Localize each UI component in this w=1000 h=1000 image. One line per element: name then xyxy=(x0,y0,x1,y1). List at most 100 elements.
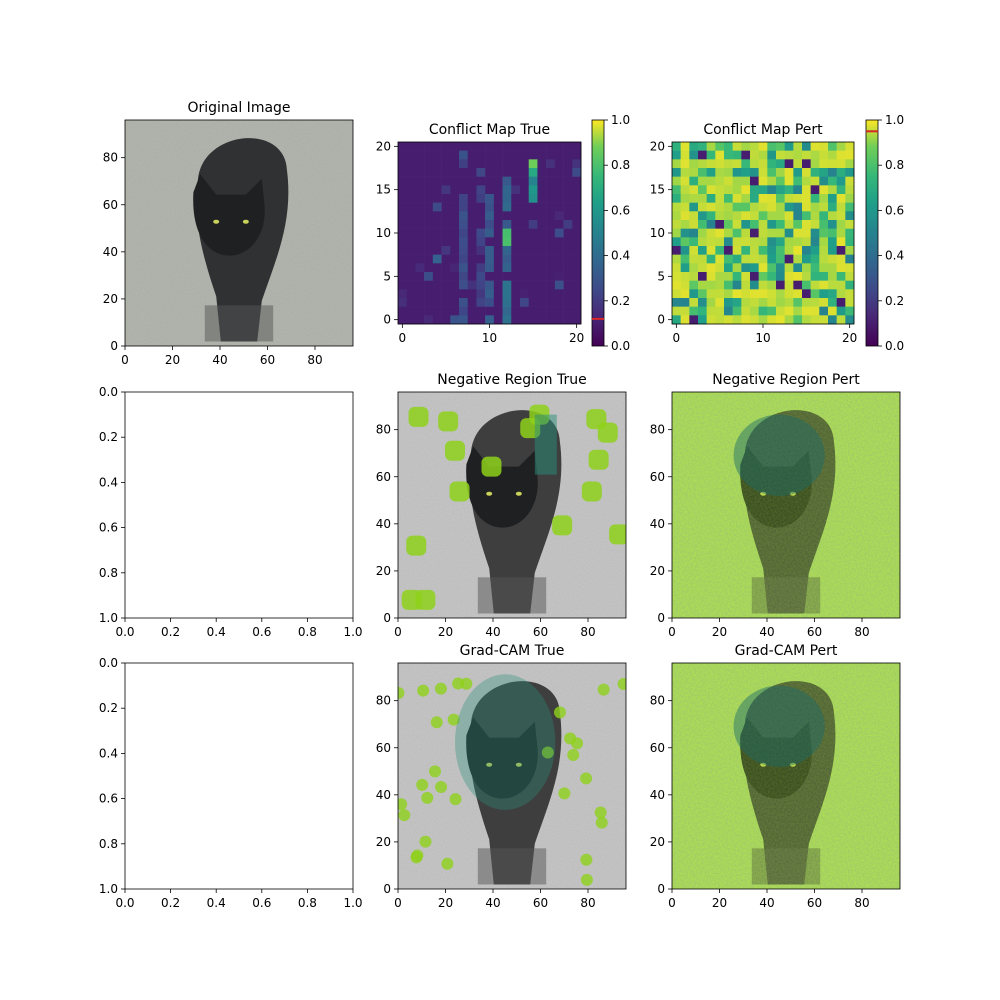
y-tick-label: 15 xyxy=(650,183,665,197)
heatmap-cell xyxy=(724,176,733,186)
heatmap-cell xyxy=(758,194,768,203)
heatmap-cell xyxy=(689,194,699,203)
overlay-blob xyxy=(406,535,427,556)
heatmap-cell xyxy=(476,237,486,247)
heatmap-cell xyxy=(758,254,768,264)
heatmap-cell xyxy=(836,202,846,212)
heatmap-cell xyxy=(758,150,768,160)
heatmap-cell xyxy=(441,220,451,229)
heatmap-cell xyxy=(528,168,538,177)
overlay-blob xyxy=(415,589,436,610)
heatmap-cell xyxy=(715,306,725,316)
heatmap-cell xyxy=(758,298,768,307)
heatmap-cell xyxy=(546,315,556,325)
heatmap-cell xyxy=(819,150,829,160)
heatmap-cell xyxy=(758,306,768,316)
heatmap-cell xyxy=(836,298,846,307)
heatmap-cell xyxy=(672,159,681,169)
heatmap-cell xyxy=(563,220,573,229)
heatmap-cell xyxy=(706,168,716,177)
heatmap-cell xyxy=(415,202,425,212)
heatmap-cell xyxy=(459,159,469,169)
heatmap-cell xyxy=(802,142,811,151)
heatmap-cell xyxy=(810,254,820,264)
heatmap-cell xyxy=(698,306,707,316)
panel-negative-true: 0 20 40 60 80 0 20 40 60 80 Negative Region True xyxy=(376,372,627,639)
heatmap-cell xyxy=(432,142,442,151)
heatmap-cell xyxy=(776,185,785,195)
colorbar: 0.0 0.2 0.4 0.6 0.8 1.0 xyxy=(865,113,904,353)
heatmap-cell xyxy=(680,176,690,186)
heatmap-cell xyxy=(836,228,846,238)
colorbar-tick-label: 1.0 xyxy=(611,113,630,127)
heatmap-cell xyxy=(767,246,777,255)
panel-gradcam-true: 0 20 40 60 80 0 20 40 60 80 Grad-CAM True xyxy=(376,643,627,910)
heatmap-cell xyxy=(689,211,699,221)
heatmap-cell xyxy=(802,237,811,247)
heatmap-cell xyxy=(459,142,469,151)
y-tick-label: 0 xyxy=(657,611,665,625)
heatmap-cell xyxy=(741,168,751,177)
heatmap-cell xyxy=(406,246,416,255)
heatmap-cell xyxy=(563,228,573,238)
heatmap-cell xyxy=(424,159,434,169)
heatmap-cell xyxy=(476,194,486,203)
panel-gradcam-pert: 0 20 40 60 80 0 20 40 60 80 Grad-CAM Pert xyxy=(650,643,901,910)
heatmap-cell xyxy=(459,194,469,203)
heatmap-cell xyxy=(724,220,733,229)
heatmap-cell xyxy=(741,220,751,229)
heatmap-cell xyxy=(450,150,460,160)
heatmap-cell xyxy=(715,150,725,160)
heatmap-cell xyxy=(680,306,690,316)
heatmap-cell xyxy=(758,159,768,169)
overlay-dot xyxy=(449,793,462,806)
heatmap-cell xyxy=(758,246,768,255)
heatmap-cell xyxy=(776,228,785,238)
heatmap-cell xyxy=(802,185,811,195)
heatmap-cell xyxy=(467,220,477,229)
heatmap-cell xyxy=(528,263,538,273)
heatmap-cell xyxy=(724,211,733,221)
heatmap-cell xyxy=(724,168,733,177)
heatmap-cell xyxy=(572,142,582,151)
heatmap-cell xyxy=(793,176,803,186)
heatmap-cell xyxy=(776,202,785,212)
heatmap-cell xyxy=(698,272,707,281)
heatmap-cell xyxy=(554,176,564,186)
heatmap-cell xyxy=(563,202,573,212)
heatmap-cell xyxy=(485,150,495,160)
y-tick-label: 80 xyxy=(376,694,391,708)
colorbar-frame xyxy=(591,119,605,347)
heatmap-cell xyxy=(572,220,582,229)
heatmap-cell xyxy=(680,272,690,281)
heatmap-cell xyxy=(493,298,503,307)
axes-frame xyxy=(124,119,354,347)
heatmap-cell xyxy=(441,298,451,307)
heatmap-cell xyxy=(406,202,416,212)
heatmap-cell xyxy=(424,176,434,186)
heatmap-cell xyxy=(750,254,759,264)
heatmap-cell xyxy=(485,220,495,229)
heatmap-cell xyxy=(493,220,503,229)
heatmap-cell xyxy=(802,289,811,299)
heatmap-cell xyxy=(528,280,538,290)
heatmap-cell xyxy=(406,228,416,238)
heatmap-cell xyxy=(793,202,803,212)
heatmap-cell xyxy=(836,159,846,169)
heatmap-cell xyxy=(750,289,759,299)
x-tick-label: 0.8 xyxy=(298,625,317,639)
heatmap-cell xyxy=(758,272,768,281)
heatmap-cell xyxy=(546,289,556,299)
colorbar-tick-label: 0.2 xyxy=(885,294,904,308)
heatmap-cell xyxy=(715,263,725,273)
heatmap-cell xyxy=(502,280,512,290)
heatmap-cell xyxy=(767,202,777,212)
heatmap-cell xyxy=(793,194,803,203)
heatmap-cell xyxy=(732,220,742,229)
heatmap-cell xyxy=(758,315,768,325)
heatmap-cell xyxy=(767,194,777,203)
y-tick-label: 0 xyxy=(383,313,391,327)
heatmap-cell xyxy=(758,220,768,229)
heatmap-cell xyxy=(432,159,442,169)
heatmap-cell xyxy=(398,142,408,151)
